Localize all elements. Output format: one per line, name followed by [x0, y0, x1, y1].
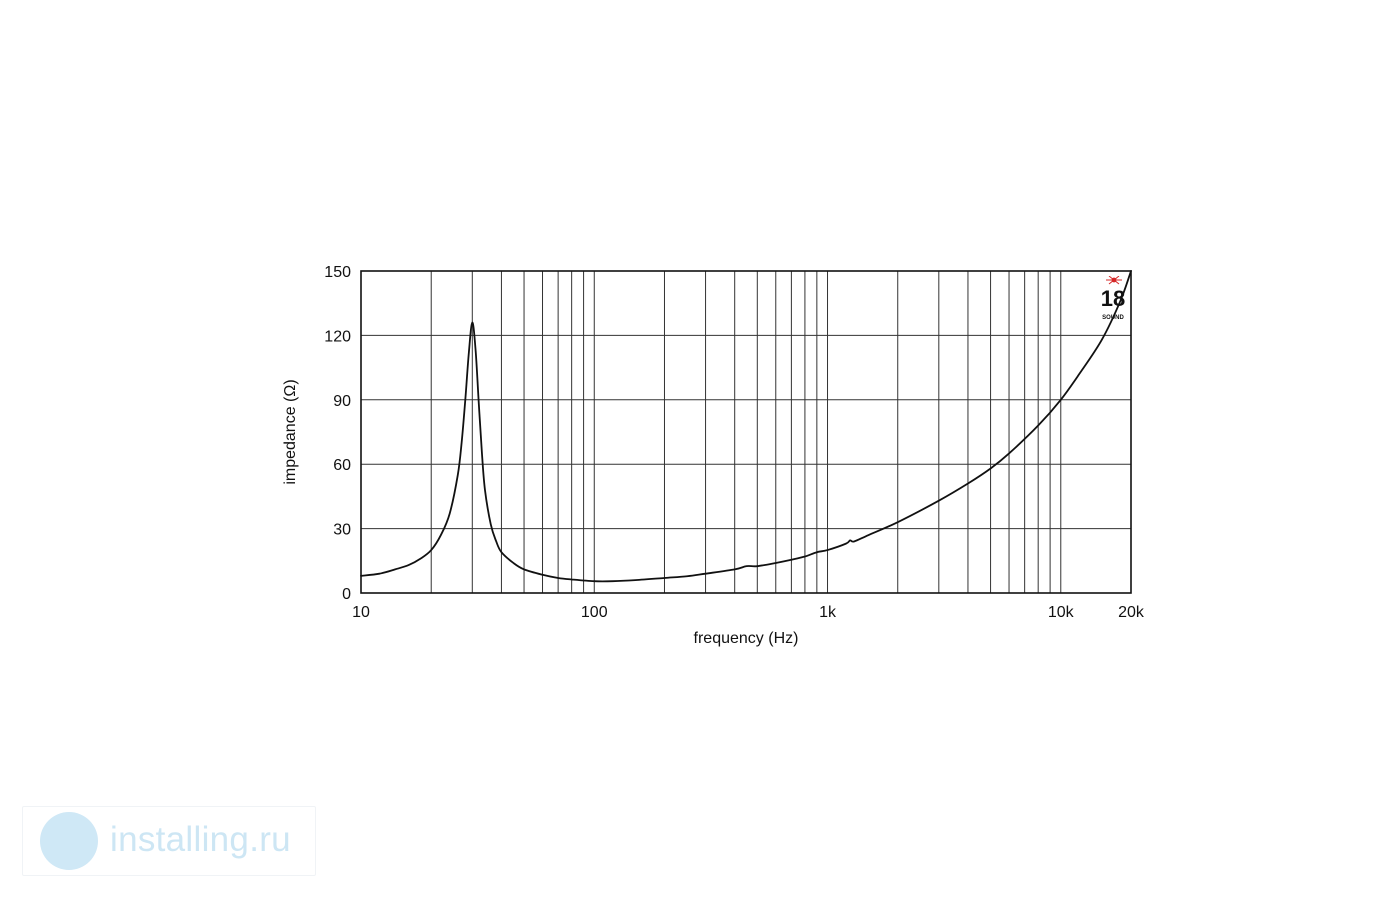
logo-wordmark: SOUND: [1102, 315, 1124, 321]
x-tick-label: 20k: [1118, 604, 1145, 621]
x-tick-label: 1k: [819, 604, 837, 621]
x-tick-label: 10: [352, 604, 370, 621]
grid-lines: [361, 271, 1131, 593]
y-tick-label: 30: [333, 522, 351, 539]
x-tick-label: 10k: [1048, 604, 1075, 621]
y-tick-label: 120: [324, 328, 351, 345]
y-tick-labels: 0 30 60 90 120 150: [324, 264, 351, 603]
x-tick-labels: 10 100 1k 10k 20k: [352, 604, 1145, 621]
impedance-curve-group: [360, 270, 1132, 583]
impedance-curve: [360, 270, 1132, 583]
watermark-frame: [22, 806, 316, 876]
logo-number: 18: [1101, 286, 1125, 311]
y-tick-label: 0: [342, 586, 351, 603]
x-axis-title: frequency (Hz): [694, 630, 799, 647]
brand-logo-mark: 18 SOUND: [1101, 275, 1125, 321]
y-tick-label: 90: [333, 393, 351, 410]
watermark-text: installing.ru: [110, 820, 291, 859]
y-tick-label: 60: [333, 457, 351, 474]
starburst-icon: [1106, 275, 1122, 285]
watermark-logo-icon: [40, 812, 98, 870]
x-tick-label: 100: [581, 604, 608, 621]
y-axis-title: impedance (Ω): [282, 379, 299, 484]
y-tick-label: 150: [324, 264, 351, 281]
brand-logo: 18 SOUND: [1100, 275, 1128, 322]
plot-area-frame: [360, 270, 1132, 594]
